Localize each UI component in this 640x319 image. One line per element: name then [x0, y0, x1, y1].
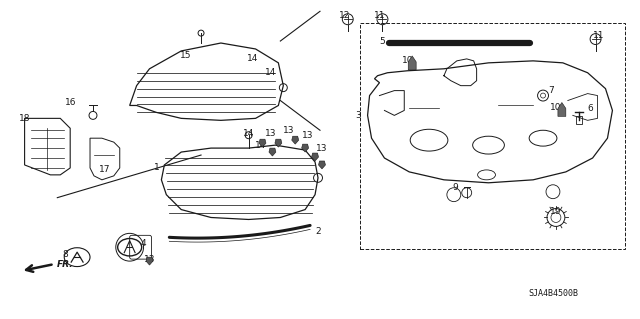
Text: 6: 6 — [588, 104, 593, 113]
Polygon shape — [558, 102, 566, 116]
Text: 13: 13 — [316, 144, 328, 152]
Text: 18: 18 — [19, 114, 30, 123]
Text: 14: 14 — [265, 68, 276, 77]
Text: 19: 19 — [550, 207, 562, 216]
Text: 17: 17 — [99, 166, 111, 174]
Text: 10: 10 — [401, 56, 413, 65]
Text: SJA4B4500B: SJA4B4500B — [528, 289, 578, 298]
Text: 13: 13 — [302, 131, 314, 140]
Text: 16: 16 — [65, 98, 77, 107]
Text: 14: 14 — [247, 54, 259, 63]
Text: 11: 11 — [374, 11, 385, 20]
Text: 8: 8 — [62, 250, 68, 259]
Polygon shape — [259, 139, 266, 147]
Text: 4: 4 — [141, 239, 147, 248]
Text: 7: 7 — [548, 86, 554, 95]
Text: 14: 14 — [243, 129, 254, 138]
Text: FR.: FR. — [58, 260, 74, 269]
Text: 13: 13 — [282, 126, 294, 135]
Polygon shape — [319, 161, 326, 169]
Polygon shape — [146, 257, 153, 265]
Bar — [360, 23, 625, 249]
Polygon shape — [301, 144, 308, 152]
Polygon shape — [312, 153, 319, 161]
Polygon shape — [269, 148, 276, 156]
Text: 9: 9 — [452, 183, 458, 192]
Text: 13: 13 — [265, 129, 276, 138]
Text: 15: 15 — [180, 51, 192, 60]
Polygon shape — [292, 136, 299, 144]
Text: 5: 5 — [380, 37, 385, 46]
Polygon shape — [408, 56, 416, 70]
Polygon shape — [275, 139, 282, 147]
Text: 1: 1 — [154, 163, 159, 173]
Text: 11: 11 — [593, 31, 604, 40]
Text: 14: 14 — [255, 141, 266, 150]
Text: 10: 10 — [550, 103, 562, 112]
Text: 2: 2 — [316, 227, 321, 236]
Text: 3: 3 — [355, 111, 360, 120]
Text: 13: 13 — [144, 255, 156, 263]
Bar — [576, 116, 582, 124]
Text: 12: 12 — [339, 11, 351, 20]
